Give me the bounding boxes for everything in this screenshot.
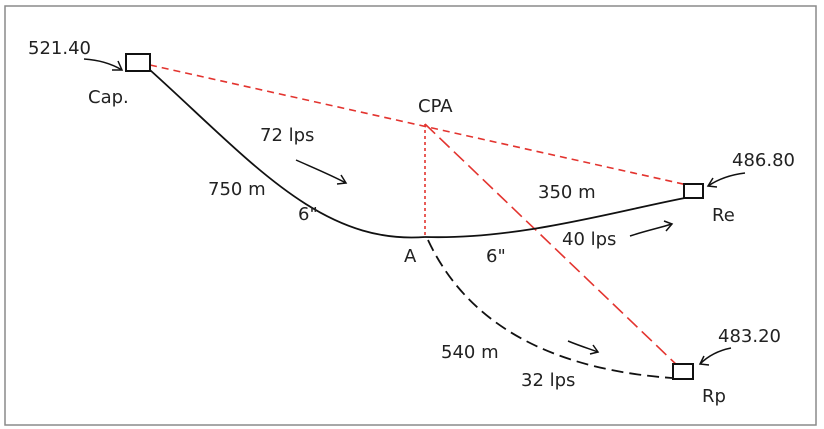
pipe-cap-a-diameter: 6" [298, 204, 318, 225]
elevation-arrow-cap [83, 58, 124, 71]
node-label-re: Re [712, 205, 735, 226]
node-label-rp: Rp [702, 386, 726, 407]
pipe-a-rp-flow: 32 lps [521, 370, 575, 391]
pipe-cap-a-length: 750 m [208, 179, 266, 200]
elevation-label-re: 486.80 [732, 150, 795, 171]
node-label-a: A [404, 246, 417, 267]
elevation-label-rp: 483.20 [718, 326, 781, 347]
pipe-a-re-length: 350 m [538, 182, 596, 203]
reservoir-rp [672, 363, 694, 380]
piezometric-line-cap-re [149, 64, 693, 187]
pipe-a-re-diameter: 6" [486, 246, 506, 267]
pipe-a-re-flow: 40 lps [562, 229, 616, 250]
node-label-cap: Cap. [88, 87, 129, 108]
pipe-cap-a [149, 69, 426, 239]
reservoir-cap [125, 53, 151, 72]
flow-arrow-a-rp [567, 340, 600, 355]
pipe-a-rp-length: 540 m [441, 342, 499, 363]
flow-arrow-cap-a [295, 159, 348, 185]
diagram-frame [4, 5, 817, 426]
node-label-cpa: CPA [418, 96, 453, 117]
piezometric-line-cpa-rp [424, 123, 681, 369]
elevation-label-cap: 521.40 [28, 38, 91, 59]
pipe-a-rp [427, 239, 673, 379]
flow-arrow-a-re [629, 220, 674, 237]
pipe-cap-a-flow: 72 lps [260, 125, 314, 146]
pipe-a-re [424, 196, 691, 239]
reservoir-re [683, 183, 704, 199]
elevation-arrow-re [706, 172, 746, 188]
elevation-arrow-rp [698, 347, 732, 366]
